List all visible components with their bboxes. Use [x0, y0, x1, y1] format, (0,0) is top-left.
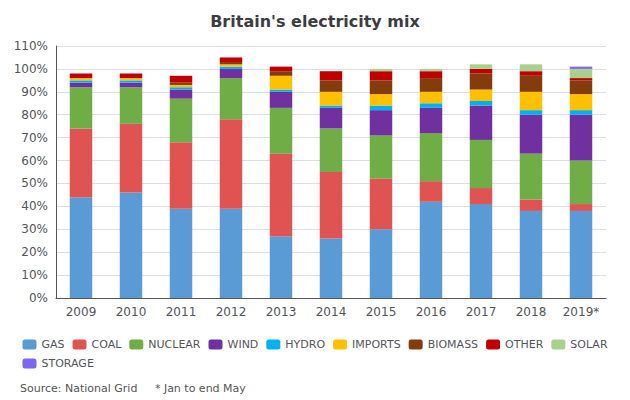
- svg-text:2011: 2011: [166, 305, 197, 319]
- svg-text:80%: 80%: [21, 108, 48, 122]
- svg-text:Source: National Grid * Ja: Source: National Grid * Jan to end May: [20, 382, 246, 395]
- svg-text:110%: 110%: [14, 39, 48, 53]
- svg-text:HYDRO: HYDRO: [285, 338, 325, 351]
- svg-text:20%: 20%: [21, 245, 48, 259]
- svg-text:Britain's electricity mix: Britain's electricity mix: [210, 12, 420, 31]
- svg-text:WIND: WIND: [228, 338, 259, 351]
- svg-text:30%: 30%: [21, 222, 48, 236]
- svg-text:100%: 100%: [14, 62, 48, 76]
- svg-text:IMPORTS: IMPORTS: [352, 338, 401, 351]
- svg-text:GAS: GAS: [41, 338, 64, 351]
- svg-text:2009: 2009: [66, 305, 97, 319]
- svg-text:2017: 2017: [466, 305, 497, 319]
- svg-text:2012: 2012: [216, 305, 247, 319]
- svg-text:90%: 90%: [21, 85, 48, 99]
- svg-text:2016: 2016: [416, 305, 447, 319]
- svg-text:50%: 50%: [21, 176, 48, 190]
- svg-text:2019*: 2019*: [563, 305, 600, 319]
- svg-text:2013: 2013: [266, 305, 297, 319]
- svg-text:2010: 2010: [116, 305, 147, 319]
- svg-text:2015: 2015: [366, 305, 397, 319]
- svg-text:60%: 60%: [21, 154, 48, 168]
- svg-text:BIOMASS: BIOMASS: [428, 338, 478, 351]
- svg-text:NUCLEAR: NUCLEAR: [148, 338, 201, 351]
- svg-text:SOLAR: SOLAR: [570, 338, 608, 351]
- svg-text:OTHER: OTHER: [505, 338, 544, 351]
- svg-text:70%: 70%: [21, 131, 48, 145]
- svg-text:0%: 0%: [29, 291, 48, 305]
- svg-text:STORAGE: STORAGE: [41, 357, 93, 370]
- svg-text:COAL: COAL: [92, 338, 123, 351]
- svg-text:2014: 2014: [316, 305, 347, 319]
- svg-text:2018: 2018: [516, 305, 547, 319]
- svg-text:10%: 10%: [21, 268, 48, 282]
- svg-text:40%: 40%: [21, 199, 48, 213]
